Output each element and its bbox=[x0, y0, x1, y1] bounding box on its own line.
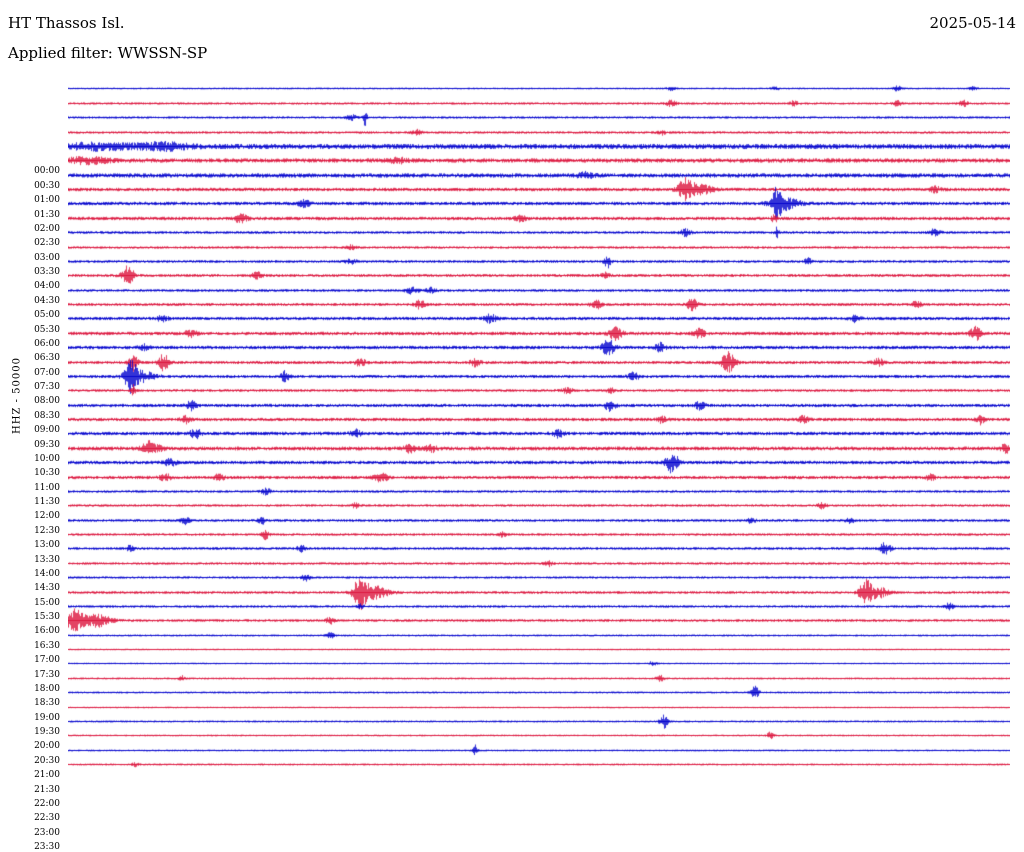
time-label: 06:00 bbox=[34, 338, 60, 349]
time-label: 20:30 bbox=[34, 755, 60, 766]
time-label: 04:30 bbox=[34, 295, 60, 306]
time-label: 20:00 bbox=[34, 740, 60, 751]
time-label: 19:30 bbox=[34, 726, 60, 737]
time-label: 01:30 bbox=[34, 209, 60, 220]
time-label: 17:00 bbox=[34, 654, 60, 665]
time-label: 09:30 bbox=[34, 439, 60, 450]
time-label: 13:30 bbox=[34, 554, 60, 565]
time-label: 03:00 bbox=[34, 252, 60, 263]
time-label: 13:00 bbox=[34, 539, 60, 550]
station-title: HT Thassos Isl. bbox=[8, 14, 125, 32]
time-label: 05:00 bbox=[34, 309, 60, 320]
time-label: 12:30 bbox=[34, 525, 60, 536]
seismogram-canvas bbox=[68, 82, 1010, 772]
time-label: 14:00 bbox=[34, 568, 60, 579]
time-label: 21:30 bbox=[34, 784, 60, 795]
time-label: 09:00 bbox=[34, 424, 60, 435]
page: { "header": { "station": "HT Thassos Isl… bbox=[0, 14, 1016, 852]
time-label: 10:30 bbox=[34, 467, 60, 478]
time-label: 10:00 bbox=[34, 453, 60, 464]
time-label: 22:00 bbox=[34, 798, 60, 809]
time-label: 08:30 bbox=[34, 410, 60, 421]
time-label: 11:30 bbox=[34, 496, 60, 507]
time-label: 02:30 bbox=[34, 237, 60, 248]
time-label: 23:00 bbox=[34, 827, 60, 838]
seismogram-plot bbox=[68, 82, 1010, 772]
time-label: 07:00 bbox=[34, 367, 60, 378]
time-label: 03:30 bbox=[34, 266, 60, 277]
time-label: 22:30 bbox=[34, 812, 60, 823]
applied-filter-label: Applied filter: WWSSN-SP bbox=[8, 44, 208, 62]
time-label: 02:00 bbox=[34, 223, 60, 234]
time-label: 14:30 bbox=[34, 582, 60, 593]
time-label: 18:30 bbox=[34, 697, 60, 708]
time-label: 21:00 bbox=[34, 769, 60, 780]
time-label: 00:30 bbox=[34, 180, 60, 191]
time-label: 18:00 bbox=[34, 683, 60, 694]
time-label: 16:30 bbox=[34, 640, 60, 651]
record-date: 2025-05-14 bbox=[929, 14, 1016, 32]
time-label: 01:00 bbox=[34, 194, 60, 205]
time-label: 05:30 bbox=[34, 324, 60, 335]
time-label: 19:00 bbox=[34, 712, 60, 723]
time-label: 16:00 bbox=[34, 625, 60, 636]
time-label: 17:30 bbox=[34, 669, 60, 680]
time-label: 23:30 bbox=[34, 841, 60, 852]
time-label: 11:00 bbox=[34, 482, 60, 493]
time-label: 07:30 bbox=[34, 381, 60, 392]
time-label: 15:30 bbox=[34, 611, 60, 622]
time-label: 08:00 bbox=[34, 395, 60, 406]
time-label: 06:30 bbox=[34, 352, 60, 363]
time-label: 15:00 bbox=[34, 597, 60, 608]
time-label: 00:00 bbox=[34, 165, 60, 176]
time-label: 04:00 bbox=[34, 280, 60, 291]
time-axis: 00:00 00:30 01:00 01:30 02:00 02:30 03:00 03:30… bbox=[0, 82, 64, 852]
time-label: 12:00 bbox=[34, 510, 60, 521]
